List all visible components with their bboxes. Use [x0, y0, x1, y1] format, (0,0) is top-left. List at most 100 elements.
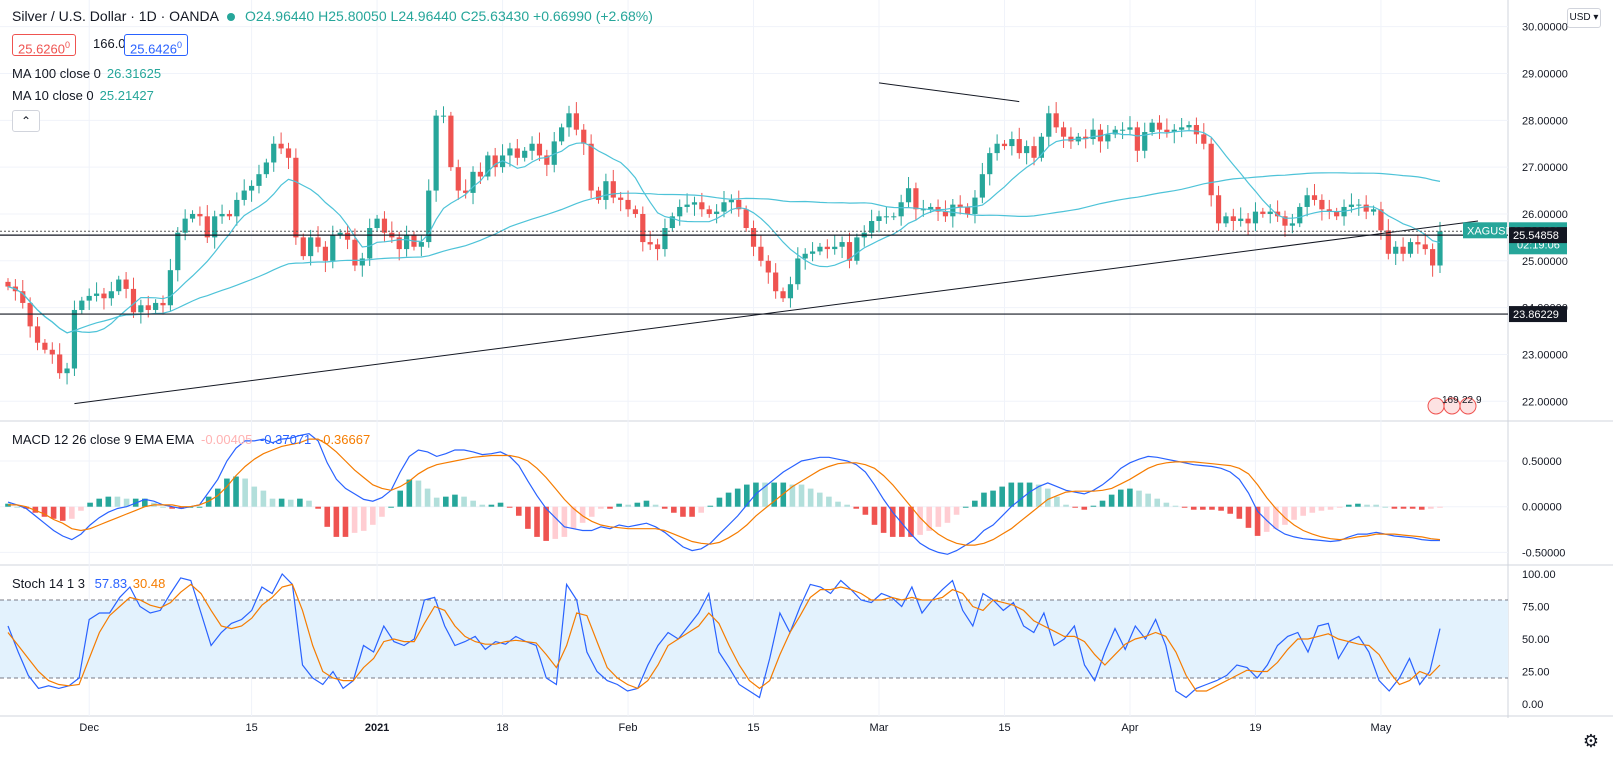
candle-body — [1378, 209, 1384, 231]
macd-legend[interactable]: MACD 12 26 close 9 EMA EMA -0.00405 -0.3… — [12, 432, 370, 447]
macd-histogram-bar — [561, 506, 568, 537]
candle-body — [1090, 129, 1096, 140]
candle-body — [832, 246, 838, 250]
chevron-up-icon: ⌃ — [20, 114, 32, 128]
candle-body — [839, 242, 845, 247]
candle-body — [603, 181, 609, 200]
macd-histogram-bar — [1054, 496, 1060, 507]
macd-histogram-bar — [479, 504, 486, 507]
settings-gear-icon[interactable]: ⚙ — [1582, 731, 1599, 751]
ma10-legend[interactable]: MA 10 close 0 25.21427 — [12, 88, 154, 103]
macd-histogram-bar — [1273, 506, 1279, 529]
candle-body — [1156, 122, 1163, 130]
candle-body — [1393, 246, 1399, 254]
macd-histogram-bar — [1209, 506, 1215, 510]
candle-body — [780, 291, 786, 299]
macd-histogram-bar — [853, 506, 860, 509]
macd-histogram-bar — [1391, 506, 1398, 509]
macd-histogram-bar — [707, 505, 714, 507]
candle-body — [315, 237, 321, 247]
currency-selector[interactable]: USD ▾ — [1567, 8, 1601, 28]
macd-histogram-bar — [534, 506, 540, 537]
candle-body — [898, 202, 904, 217]
macd-histogram-bar — [1364, 504, 1370, 507]
candle-body — [1363, 204, 1369, 212]
candle-body — [153, 302, 159, 310]
line1-badge — [1509, 227, 1567, 244]
candle-body — [226, 213, 233, 217]
macd-histogram-bar — [1081, 506, 1088, 510]
macd-histogram-bar — [59, 506, 66, 521]
candle-body — [1430, 249, 1436, 266]
candle-body — [1179, 127, 1185, 130]
macd-histogram-bar — [634, 502, 641, 507]
candle-body — [123, 279, 129, 289]
candle-body — [1201, 134, 1207, 144]
bid-button[interactable]: 25.62600 — [12, 34, 77, 56]
candle-body — [1348, 204, 1355, 207]
candle-body — [426, 190, 432, 243]
macd-histogram-bar — [999, 486, 1005, 507]
candle-body — [278, 143, 284, 149]
macd-histogram-bar — [123, 498, 130, 507]
candle-body — [507, 148, 513, 156]
candle-body — [928, 206, 934, 210]
candle-body — [824, 246, 830, 250]
candle-body — [795, 258, 801, 285]
macd-histogram-bar — [1127, 488, 1133, 507]
candle-body — [1407, 242, 1414, 254]
macd-histogram-bar — [178, 506, 185, 509]
macd-histogram-bar — [397, 490, 404, 507]
candle-body — [876, 216, 882, 221]
candle-body — [514, 148, 520, 158]
macd-histogram-bar — [1108, 494, 1115, 507]
stoch-tick-label: 0.00 — [1522, 699, 1543, 711]
ask-button[interactable]: 25.64260 — [124, 34, 189, 56]
macd-histogram-bar — [935, 506, 942, 527]
candle-body — [455, 167, 461, 191]
price-tick-label: 26.00000 — [1522, 209, 1568, 221]
macd-histogram-bar — [734, 488, 741, 507]
macd-histogram-bar — [452, 494, 458, 507]
candle-body — [758, 246, 764, 261]
macd-histogram-bar — [406, 479, 413, 507]
macd-histogram-bar — [1318, 506, 1325, 511]
macd-histogram-bar — [908, 506, 914, 537]
chart-header: Silver / U.S. Dollar · 1D · OANDA O24.964… — [12, 8, 653, 24]
candle-body — [979, 174, 985, 198]
macd-histogram-bar — [789, 484, 796, 507]
macd-histogram-bar — [807, 488, 814, 507]
candle-body — [145, 305, 151, 310]
macd-histogram-bar — [1145, 493, 1151, 507]
candle-body — [1230, 216, 1236, 221]
candle-body — [116, 279, 122, 292]
ma100-legend[interactable]: MA 100 close 0 26.31625 — [12, 66, 161, 81]
macd-histogram-bar — [616, 503, 622, 507]
stoch-tick-label: 100.00 — [1522, 569, 1556, 581]
candle-body — [241, 190, 247, 200]
candle-body — [714, 211, 720, 214]
macd-histogram-bar — [169, 506, 175, 509]
candle-body — [684, 204, 690, 207]
macd-histogram-bar — [1254, 506, 1261, 536]
candle-body — [285, 148, 292, 158]
candle-body — [1400, 246, 1406, 254]
macd-histogram-bar — [251, 486, 258, 507]
macd-histogram-bar — [1017, 482, 1024, 507]
collapse-legend-button[interactable]: ⌃ — [12, 110, 40, 132]
macd-histogram-bar — [1227, 506, 1234, 514]
macd-histogram-bar — [351, 506, 358, 533]
candle-body — [1422, 244, 1428, 250]
stoch-label: Stoch 14 1 3 — [12, 576, 85, 591]
candle-body — [817, 246, 823, 252]
candle-body — [573, 113, 579, 130]
macd-histogram-bar — [880, 506, 887, 533]
stoch-legend[interactable]: Stoch 14 1 3 57.83 30.48 — [12, 576, 165, 591]
candle-body — [610, 181, 616, 198]
symbol-title[interactable]: Silver / U.S. Dollar · 1D · OANDA — [12, 8, 219, 24]
candle-body — [654, 244, 661, 250]
candle-body — [1186, 125, 1192, 128]
macd-histogram-bar — [297, 498, 303, 507]
candle-body — [477, 171, 484, 177]
